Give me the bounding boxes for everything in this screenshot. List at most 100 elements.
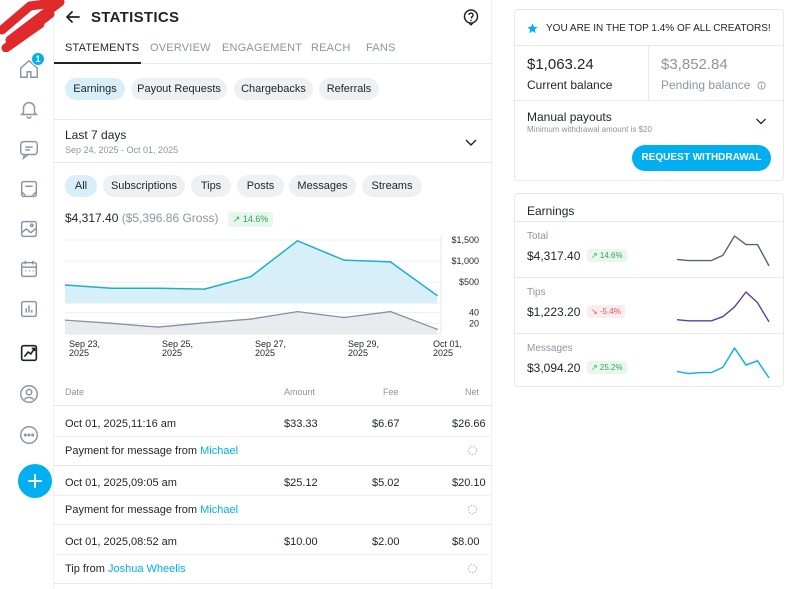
banner-text: YOU ARE IN THE TOP 1.4% OF ALL CREATORS! [546,23,771,34]
earn-change: ↘ -5.4% [587,305,625,318]
count-point [203,322,206,324]
earn-value: $4,317.40 [527,249,581,263]
tx-description: Payment for message from Michael [65,445,238,457]
sidebar-nav: 1 [0,0,65,589]
current-balance: $1,063.24 Current balance [515,46,648,100]
star-icon [527,23,538,34]
y-tick-label: 20 [469,318,479,328]
help-icon[interactable] [462,8,480,26]
tx-amount: $33.33 [284,418,318,430]
chevron-down-icon[interactable] [755,115,767,127]
type-referrals-chip[interactable]: Referrals [319,78,379,100]
back-arrow-icon[interactable] [64,8,82,26]
col-fee: Fee [383,387,399,397]
tab-statements[interactable]: STATEMENTS [65,42,140,54]
tx-amount: $10.00 [284,536,318,548]
tx-user-link[interactable]: Michael [200,445,239,457]
count-area [65,311,437,334]
calendar-icon[interactable] [16,256,42,282]
tx-net: $26.66 [452,418,486,430]
x-tick-label: 2025 [348,348,368,358]
earnings-title: Earnings [527,204,575,218]
count-point [343,316,345,319]
current-balance-label: Current balance [527,78,613,92]
y-tick-label: 40 [469,308,479,318]
filter-tips-chip[interactable]: Tips [191,175,231,197]
x-tick-label: 2025 [69,348,89,358]
vault-icon[interactable] [16,216,42,242]
earnings-summary: $4,317.40 ($5,396.86 Gross) ↗ 14.6% [65,211,274,227]
earnings-area [65,240,437,303]
count-point [389,310,392,313]
analytics-icon[interactable] [16,340,42,366]
balance-card: YOU ARE IN THE TOP 1.4% OF ALL CREATORS!… [514,9,784,181]
loading-spinner-icon [467,563,478,574]
tab-engagement[interactable]: ENGAGEMENT [222,42,303,54]
more-icon[interactable] [16,422,42,448]
x-tick-label: Sep 27, [255,339,286,349]
tx-fee: $6.67 [372,418,400,430]
net-total: $4,317.40 [65,211,119,225]
earnings-point [110,287,113,290]
total-sparkline [676,235,770,267]
top-creator-banner: YOU ARE IN THE TOP 1.4% OF ALL CREATORS! [515,10,783,46]
filter-subscriptions-chip[interactable]: Subscriptions [103,175,185,197]
earnings-point [65,284,66,286]
tab-fans[interactable]: FANS [366,42,396,54]
request-withdrawal-button[interactable]: REQUEST WITHDRAWAL [632,145,771,171]
period-selector[interactable]: Last 7 days Sep 24, 2025 - Oct 01, 2025 [54,119,492,163]
notification-badge: 1 [31,52,45,66]
page-title: STATISTICS [91,9,180,26]
earnings-point [203,288,206,290]
x-tick-label: Sep 23, [69,339,100,349]
bell-icon[interactable] [16,96,42,122]
type-payout-requests-chip[interactable]: Payout Requests [131,78,227,100]
manual-payouts: Manual payouts Minimum withdrawal amount… [515,100,783,188]
tab-reach[interactable]: REACH [311,42,351,54]
count-point [250,318,252,320]
tx-description: Payment for message from Michael [65,504,238,516]
type-chargebacks-chip[interactable]: Chargebacks [234,78,313,100]
statistics-icon[interactable] [16,296,42,322]
sparkline-path [676,347,770,379]
earn-value: $1,223.20 [527,305,581,319]
type-earnings-chip[interactable]: Earnings [65,78,125,100]
tab-overview[interactable]: OVERVIEW [150,42,211,54]
payout-title: Manual payouts [527,110,612,124]
count-point [436,328,438,330]
messages-sparkline [676,347,770,379]
change-badge: ↗ 14.6% [227,212,274,227]
x-tick-label: 2025 [433,348,453,358]
tx-desc-text: Tip from [65,563,105,575]
home-icon[interactable]: 1 [16,52,45,82]
messages-icon[interactable] [16,136,42,162]
tx-desc-text: Payment for message from [65,445,198,457]
tx-desc-text: Payment for message from [65,504,198,516]
tx-net: $8.00 [452,536,480,548]
profile-icon[interactable] [16,381,42,407]
chevron-down-icon [465,139,477,146]
pending-balance-label: Pending balance [661,78,751,92]
filter-posts-chip[interactable]: Posts [237,175,284,197]
filter-all-chip[interactable]: All [65,175,97,197]
filter-streams-chip[interactable]: Streams [362,175,422,197]
new-post-button[interactable] [18,464,52,498]
tx-user-link[interactable]: Michael [200,504,239,516]
plus-icon [28,474,42,488]
count-point [157,326,159,328]
y-tick-label: $1,000 [451,256,479,266]
red-scribble-mark [0,0,65,52]
tx-user-link[interactable]: Joshua Wheelis [108,563,186,575]
gross-total: ($5,396.86 Gross) [121,211,219,225]
earnings-row-tips: Tips $1,223.20 ↘ -5.4% [515,277,783,333]
info-icon[interactable] [757,81,766,90]
active-tab-indicator [54,62,141,64]
earnings-point [296,240,299,242]
loading-spinner-icon [467,504,478,515]
collections-icon[interactable] [16,176,42,202]
earn-label: Total [527,231,549,242]
count-point [296,310,299,313]
filter-messages-chip[interactable]: Messages [289,175,356,197]
tx-date: Oct 01, 2025,09:05 am [65,477,177,489]
